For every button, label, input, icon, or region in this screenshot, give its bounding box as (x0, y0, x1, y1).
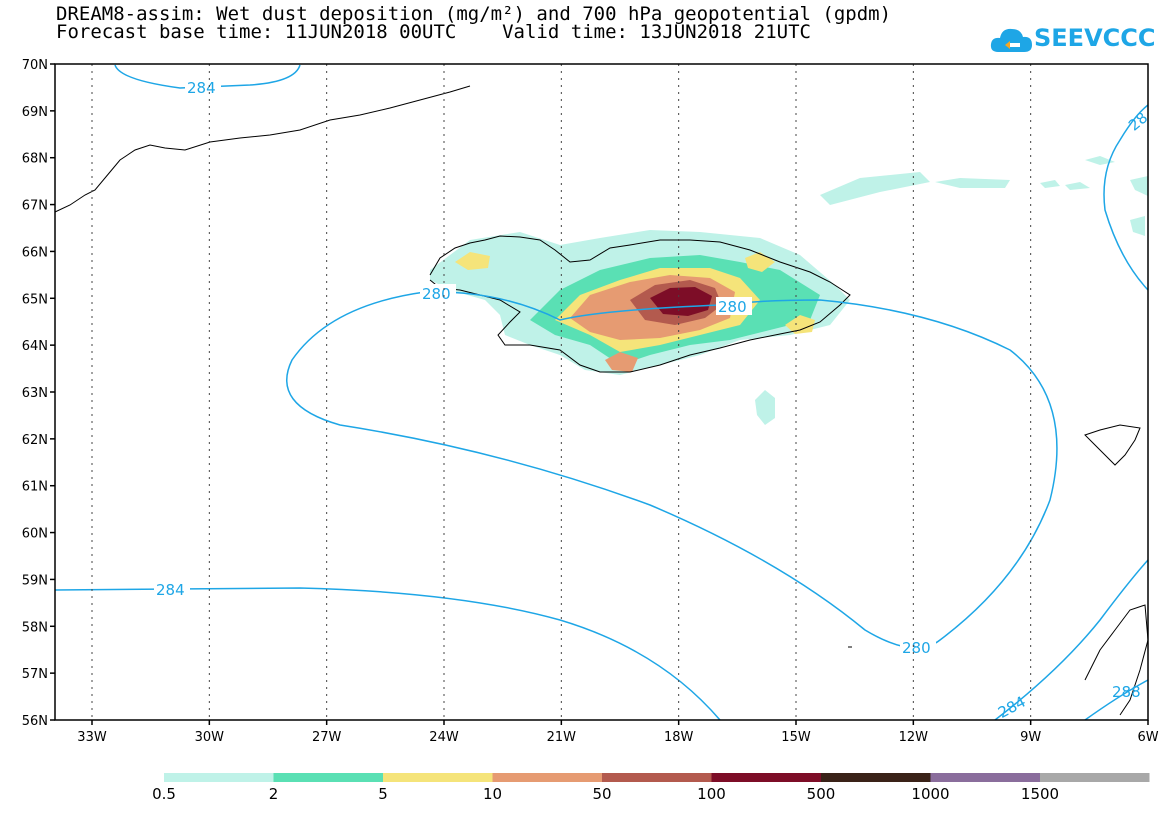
colorbar-swatch (1040, 773, 1150, 782)
latitude-axis: 70N 69N 68N 67N 66N 65N 64N 63N 62N 61N 60N 59N 58N 5… (22, 58, 55, 729)
colorbar-legend: 0.5 2 5 10 50 100 500 1000 1500 (152, 773, 1150, 803)
colorbar-label: 1000 (911, 785, 949, 803)
colorbar-label: 500 (807, 785, 836, 803)
colorbar-swatch (930, 773, 1040, 782)
lon-tick-label: 21W (547, 730, 577, 745)
dust-deposition-shading (430, 156, 1148, 425)
contour-label: 280 (422, 285, 451, 303)
colorbar-swatch (711, 773, 821, 782)
cloud-icon (990, 28, 1032, 52)
map-frame (54, 63, 1149, 721)
lat-tick-label: 66N (22, 245, 48, 260)
contour-labels: 284 280 280 284 280 284 288 28 (154, 78, 1151, 722)
lat-tick-label: 62N (22, 433, 48, 448)
lon-tick-label: 30W (195, 730, 225, 745)
colorbar-swatch (492, 773, 602, 782)
lat-tick-label: 56N (22, 714, 48, 729)
lat-tick-label: 60N (22, 527, 48, 542)
lon-tick-label: 24W (429, 730, 459, 745)
lat-tick-label: 59N (22, 573, 48, 588)
contour-label: 288 (1112, 683, 1141, 701)
colorbar-swatch (602, 773, 712, 782)
colorbar-label: 0.5 (152, 785, 176, 803)
lat-tick-label: 70N (22, 58, 48, 73)
contour-label: 284 (156, 581, 185, 599)
colorbar-label: 10 (483, 785, 502, 803)
lat-tick-label: 68N (22, 152, 48, 167)
contour-label: 284 (187, 79, 216, 97)
lon-tick-label: 6W (1137, 730, 1158, 745)
lon-tick-label: 12W (899, 730, 929, 745)
lat-tick-label: 57N (22, 667, 48, 682)
lat-tick-label: 58N (22, 620, 48, 635)
seevccc-logo: SEEVCCC (990, 20, 1156, 56)
lat-tick-label: 64N (22, 339, 48, 354)
colorbar-label: 100 (697, 785, 726, 803)
lon-tick-label: 9W (1020, 730, 1041, 745)
lon-tick-label: 18W (664, 730, 694, 745)
lat-tick-label: 67N (22, 199, 48, 214)
contour-label: 280 (902, 639, 931, 657)
colorbar-swatch (164, 773, 274, 782)
lon-tick-label: 27W (312, 730, 342, 745)
coastline (54, 85, 1149, 716)
lat-tick-label: 69N (22, 105, 48, 120)
contour-label: 280 (718, 298, 747, 316)
gridlines (91, 64, 1032, 720)
colorbar-swatch (273, 773, 383, 782)
colorbar-swatch (383, 773, 493, 782)
longitude-axis: 33W 30W 27W 24W 21W 18W 15W 12W 9W 6W (77, 720, 1159, 745)
lon-tick-label: 15W (781, 730, 811, 745)
colorbar-label: 1500 (1021, 785, 1059, 803)
lon-tick-label: 33W (77, 730, 107, 745)
colorbar-swatch (821, 773, 931, 782)
logo-text: SEEVCCC (1034, 24, 1156, 52)
lat-tick-label: 61N (22, 480, 48, 495)
geopotential-contours (54, 64, 1149, 721)
colorbar-label: 50 (592, 785, 611, 803)
lat-tick-label: 63N (22, 386, 48, 401)
map-subtitle: Forecast base time: 11JUN2018 00UTC Vali… (56, 21, 811, 43)
map-title: DREAM8-assim: Wet dust deposition (mg/m²… (56, 3, 892, 25)
lat-tick-label: 65N (22, 292, 48, 307)
colorbar-label: 2 (269, 785, 279, 803)
colorbar-label: 5 (378, 785, 388, 803)
